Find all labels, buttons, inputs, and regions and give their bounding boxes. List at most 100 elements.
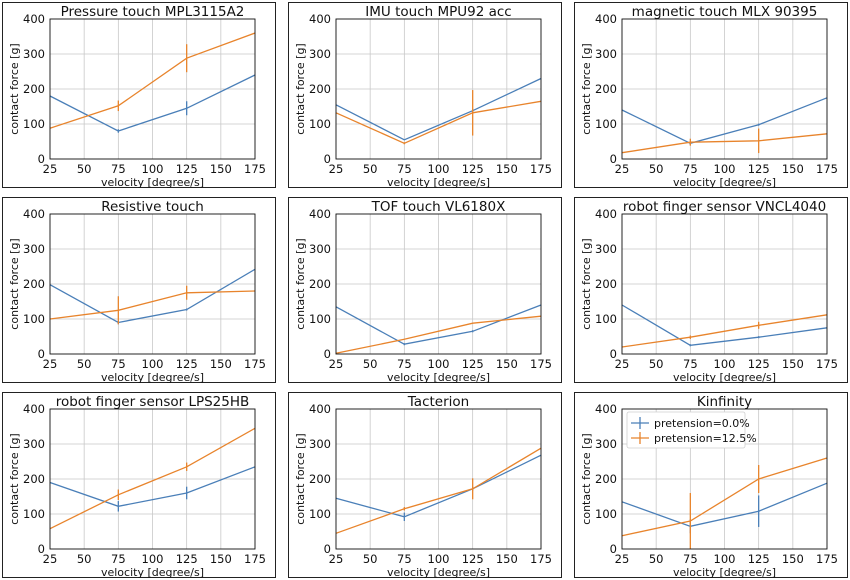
- x-tick-label: 25: [615, 552, 630, 566]
- x-axis-label: velocity [degree/s]: [101, 566, 204, 579]
- x-tick-label: 75: [397, 552, 412, 566]
- y-tick-label: 300: [309, 47, 331, 61]
- series-line: [49, 32, 256, 129]
- x-tick-label: 125: [176, 357, 198, 371]
- x-tick-label: 25: [615, 357, 630, 371]
- y-tick-label: 100: [595, 507, 617, 521]
- y-tick-label: 300: [23, 47, 45, 61]
- y-tick-label: 200: [309, 472, 331, 486]
- x-axis-label: velocity [degree/s]: [101, 176, 204, 189]
- plot-frame: [335, 213, 542, 355]
- y-axis-label: contact force [g]: [580, 43, 593, 134]
- y-tick-label: 100: [309, 117, 331, 131]
- x-tick-label: 50: [363, 162, 378, 176]
- x-tick-label: 150: [782, 357, 804, 371]
- chart-title: robot finger sensor VNCL4040: [623, 199, 826, 215]
- y-tick-label: 400: [23, 402, 45, 416]
- x-tick-label: 150: [210, 552, 232, 566]
- series-line: [621, 97, 828, 144]
- series-line: [335, 77, 542, 141]
- chart-panel: 25 50 75 100 125 150 175 0 100 200 300 400 IMU touch…: [288, 2, 562, 189]
- y-axis-label: contact force [g]: [8, 43, 21, 134]
- series-line: [621, 304, 828, 346]
- x-tick-label: 150: [210, 162, 232, 176]
- x-axis-label: velocity [degree/s]: [673, 371, 776, 384]
- x-tick-label: 100: [714, 552, 736, 566]
- x-tick-label: 25: [43, 357, 58, 371]
- y-tick-label: 300: [595, 242, 617, 256]
- x-tick-label: 125: [462, 552, 484, 566]
- legend-label: pretension=0.0%: [654, 417, 750, 430]
- x-axis-label: velocity [degree/s]: [387, 176, 490, 189]
- x-tick-label: 175: [816, 162, 838, 176]
- legend-label: pretension=12.5%: [654, 432, 757, 445]
- y-tick-label: 100: [23, 312, 45, 326]
- chart-svg: 25 50 75 100 125 150 175 0 100 200 300 400 Kinfinity…: [580, 394, 838, 579]
- chart-svg: 25 50 75 100 125 150 175 0 100 200 300 400 IMU touch…: [294, 4, 552, 189]
- chart-svg: 25 50 75 100 125 150 175 0 100 200 300 400 magnetic …: [580, 4, 838, 189]
- x-tick-label: 50: [649, 162, 664, 176]
- y-tick-label: 400: [23, 207, 45, 221]
- y-tick-label: 100: [23, 507, 45, 521]
- plot-frame: [49, 213, 256, 355]
- y-tick-label: 0: [610, 152, 617, 166]
- y-axis-label: contact force [g]: [294, 43, 307, 134]
- x-tick-label: 150: [782, 162, 804, 176]
- chart-svg: 25 50 75 100 125 150 175 0 100 200 300 400 TOF touch…: [294, 199, 552, 384]
- x-tick-label: 125: [748, 357, 770, 371]
- x-tick-label: 175: [530, 552, 552, 566]
- x-tick-label: 75: [111, 162, 126, 176]
- x-tick-label: 125: [462, 357, 484, 371]
- series-line: [49, 74, 256, 132]
- chart-panel: 25 50 75 100 125 150 175 0 100 200 300 400 TOF touch…: [288, 197, 562, 384]
- chart-panel: 25 50 75 100 125 150 175 0 100 200 300 400 magnetic …: [574, 2, 848, 189]
- x-tick-label: 50: [363, 552, 378, 566]
- x-axis-label: velocity [degree/s]: [101, 371, 204, 384]
- x-axis-label: velocity [degree/s]: [673, 176, 776, 189]
- y-tick-label: 200: [309, 82, 331, 96]
- x-tick-label: 100: [428, 357, 450, 371]
- y-axis-label: contact force [g]: [8, 238, 21, 329]
- x-tick-label: 75: [683, 552, 698, 566]
- chart-title: IMU touch MPU92 acc: [365, 4, 511, 20]
- y-tick-label: 200: [23, 472, 45, 486]
- plot-frame: [621, 408, 828, 550]
- series-line: [621, 133, 828, 154]
- series-line: [49, 268, 256, 324]
- x-tick-label: 25: [615, 162, 630, 176]
- chart-title: Pressure touch MPL3115A2: [61, 4, 245, 20]
- x-tick-label: 175: [244, 357, 266, 371]
- y-tick-label: 400: [309, 402, 331, 416]
- series-line: [621, 314, 828, 348]
- chart-title: Tacterion: [407, 394, 469, 410]
- y-tick-label: 0: [38, 152, 45, 166]
- x-tick-label: 25: [43, 552, 58, 566]
- x-tick-label: 100: [714, 162, 736, 176]
- x-tick-label: 50: [649, 552, 664, 566]
- y-tick-label: 300: [309, 242, 331, 256]
- x-axis-label: velocity [degree/s]: [387, 566, 490, 579]
- y-axis-label: contact force [g]: [294, 238, 307, 329]
- y-tick-label: 400: [595, 402, 617, 416]
- y-tick-label: 400: [595, 12, 617, 26]
- chart-panel: 25 50 75 100 125 150 175 0 100 200 300 400 robot fin…: [2, 392, 276, 579]
- x-tick-label: 25: [329, 357, 344, 371]
- series-line: [335, 304, 542, 345]
- y-tick-label: 0: [610, 347, 617, 361]
- x-tick-label: 75: [111, 357, 126, 371]
- y-tick-label: 200: [595, 472, 617, 486]
- y-tick-label: 200: [595, 277, 617, 291]
- x-tick-label: 150: [496, 357, 518, 371]
- y-tick-label: 0: [324, 152, 331, 166]
- series-line: [621, 457, 828, 537]
- y-tick-label: 100: [595, 312, 617, 326]
- series-line: [621, 482, 828, 527]
- y-tick-label: 200: [595, 82, 617, 96]
- x-tick-label: 125: [462, 162, 484, 176]
- plot-frame: [49, 18, 256, 160]
- x-tick-label: 100: [142, 162, 164, 176]
- x-tick-label: 50: [649, 357, 664, 371]
- series-line: [335, 447, 542, 534]
- chart-title: magnetic touch MLX 90395: [632, 4, 818, 20]
